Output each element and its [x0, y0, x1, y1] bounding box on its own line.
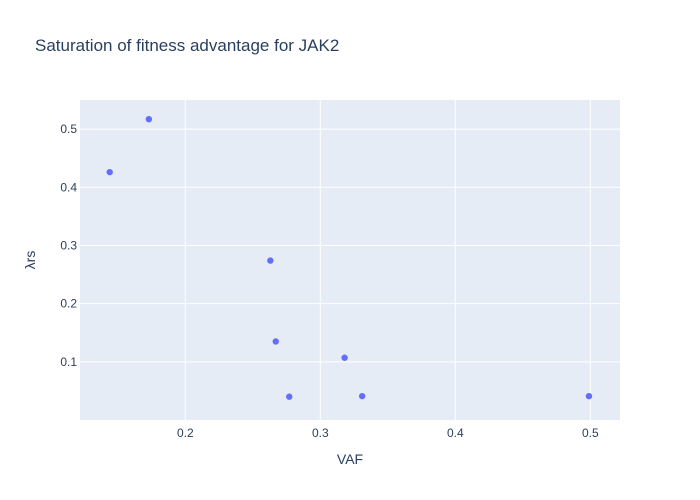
data-point[interactable]	[585, 392, 593, 400]
y-axis-title: λrs	[22, 251, 38, 270]
data-point[interactable]	[341, 354, 348, 361]
x-tick-label: 0.3	[312, 426, 329, 440]
x-axis-title: VAF	[337, 451, 363, 467]
y-tick-label: 0.1	[60, 355, 77, 369]
x-tick-label: 0.4	[447, 426, 464, 440]
y-gridlines	[80, 128, 620, 363]
plot-area	[80, 100, 620, 420]
x-tick-labels: 0.2 0.3 0.4 0.5	[177, 426, 599, 440]
x-tick-label: 0.5	[582, 426, 599, 440]
y-tick-labels: 0.1 0.2 0.3 0.4 0.5	[60, 122, 77, 369]
y-tick-label: 0.5	[60, 122, 77, 136]
data-point[interactable]	[106, 168, 113, 176]
data-point[interactable]	[267, 257, 274, 264]
y-tick-label: 0.3	[60, 238, 77, 252]
y-tick-label: 0.4	[60, 180, 77, 194]
data-point[interactable]	[145, 116, 153, 123]
x-gridlines	[184, 100, 591, 420]
x-tick-label: 0.2	[177, 426, 194, 440]
data-points	[106, 116, 593, 400]
data-point[interactable]	[272, 338, 279, 345]
chart-title: Saturation of fitness advantage for JAK2	[35, 36, 339, 55]
y-tick-label: 0.2	[60, 297, 77, 311]
data-point[interactable]	[286, 393, 293, 400]
data-point[interactable]	[358, 392, 366, 400]
